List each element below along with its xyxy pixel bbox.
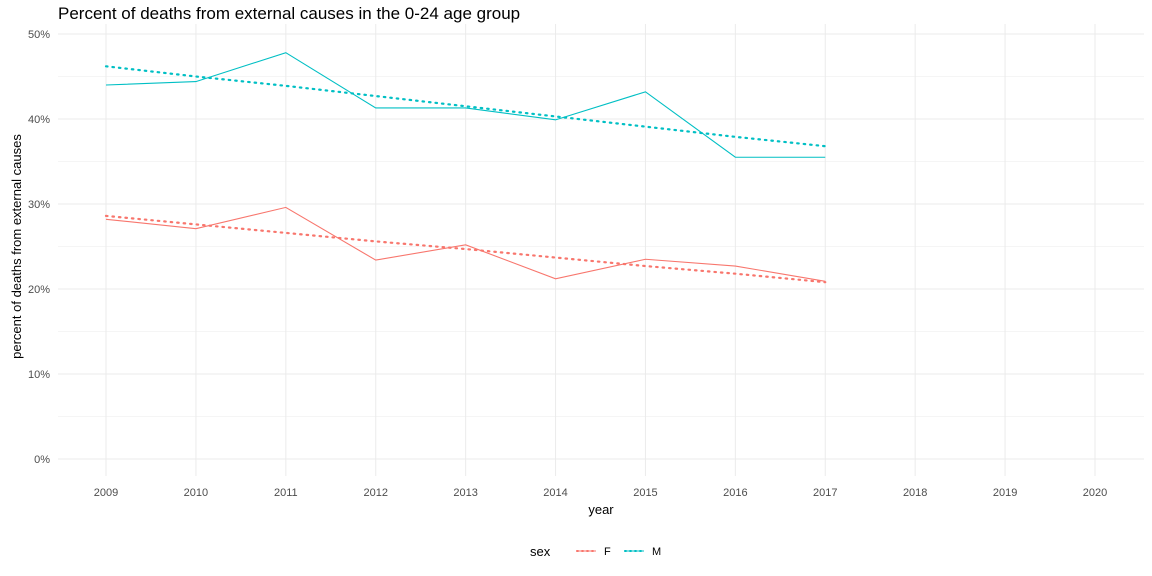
x-tick-label: 2020 — [1083, 487, 1107, 499]
chart-title: Percent of deaths from external causes i… — [58, 4, 521, 23]
legend-title: sex — [530, 544, 551, 559]
legend-label-M: M — [652, 546, 661, 558]
x-axis-title: year — [588, 502, 614, 517]
x-tick-label: 2017 — [813, 487, 837, 499]
legend-label-F: F — [604, 546, 611, 558]
x-tick-label: 2019 — [993, 487, 1017, 499]
y-tick-label: 50% — [28, 29, 50, 41]
x-tick-label: 2009 — [94, 487, 118, 499]
x-tick-label: 2011 — [274, 487, 298, 499]
y-axis-title: percent of deaths from external causes — [9, 134, 24, 359]
y-tick-label: 10% — [28, 369, 50, 381]
series-line-F — [105, 206, 826, 282]
series-line-M — [105, 52, 826, 158]
x-tick-label: 2014 — [543, 487, 567, 499]
y-tick-label: 20% — [28, 284, 50, 296]
x-tick-label: 2015 — [633, 487, 657, 499]
x-tick-label: 2018 — [903, 487, 927, 499]
y-tick-label: 0% — [34, 454, 50, 466]
y-tick-label: 40% — [28, 114, 50, 126]
x-tick-label: 2016 — [723, 487, 747, 499]
x-tick-label: 2010 — [184, 487, 208, 499]
y-tick-label: 30% — [28, 199, 50, 211]
x-tick-label: 2013 — [453, 487, 477, 499]
x-tick-label: 2012 — [363, 487, 387, 499]
